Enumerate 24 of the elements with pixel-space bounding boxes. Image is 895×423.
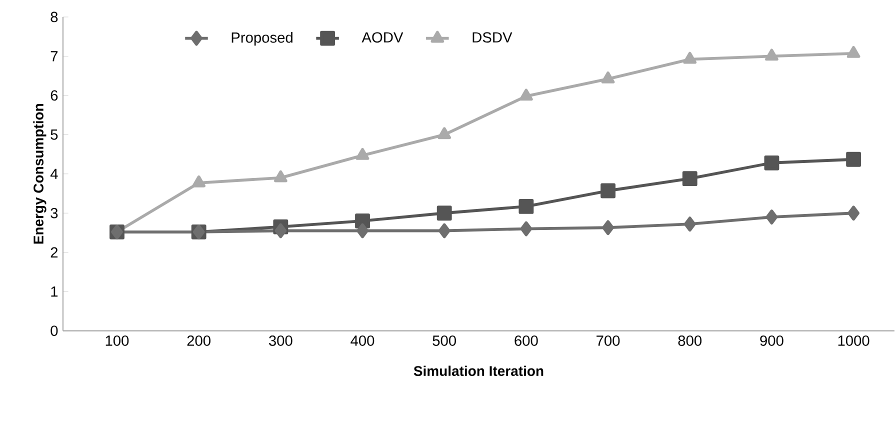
legend-label: DSDV (472, 32, 512, 43)
x-tick-label: 800 (678, 336, 702, 346)
y-tick-label: 0 (50, 326, 58, 336)
x-tick-label: 400 (350, 336, 374, 346)
x-tick-label: 1000 (838, 336, 870, 346)
y-axis-title: Energy Consumption (33, 104, 46, 244)
x-tick-label: 200 (187, 336, 210, 346)
x-tick-label: 500 (432, 336, 456, 346)
y-tick-label: 5 (50, 130, 58, 140)
x-axis-title: Simulation Iteration (414, 366, 544, 376)
x-tick-label: 900 (760, 336, 784, 346)
x-tick-label: 100 (106, 336, 129, 346)
y-tick-label: 6 (50, 90, 58, 101)
legend-label: Proposed (232, 32, 292, 46)
y-tick-label: 1 (51, 286, 58, 297)
x-tick-label: 600 (514, 336, 538, 346)
y-tick-label: 2 (50, 247, 58, 258)
y-tick-label: 3 (50, 208, 58, 218)
x-tick-label: 300 (269, 336, 292, 346)
y-tick-label: 8 (50, 12, 58, 22)
legend-label: AODV (362, 32, 404, 43)
x-tick-label: 700 (596, 336, 620, 346)
y-tick-label: 4 (50, 168, 58, 180)
y-tick-label: 7 (50, 51, 58, 62)
